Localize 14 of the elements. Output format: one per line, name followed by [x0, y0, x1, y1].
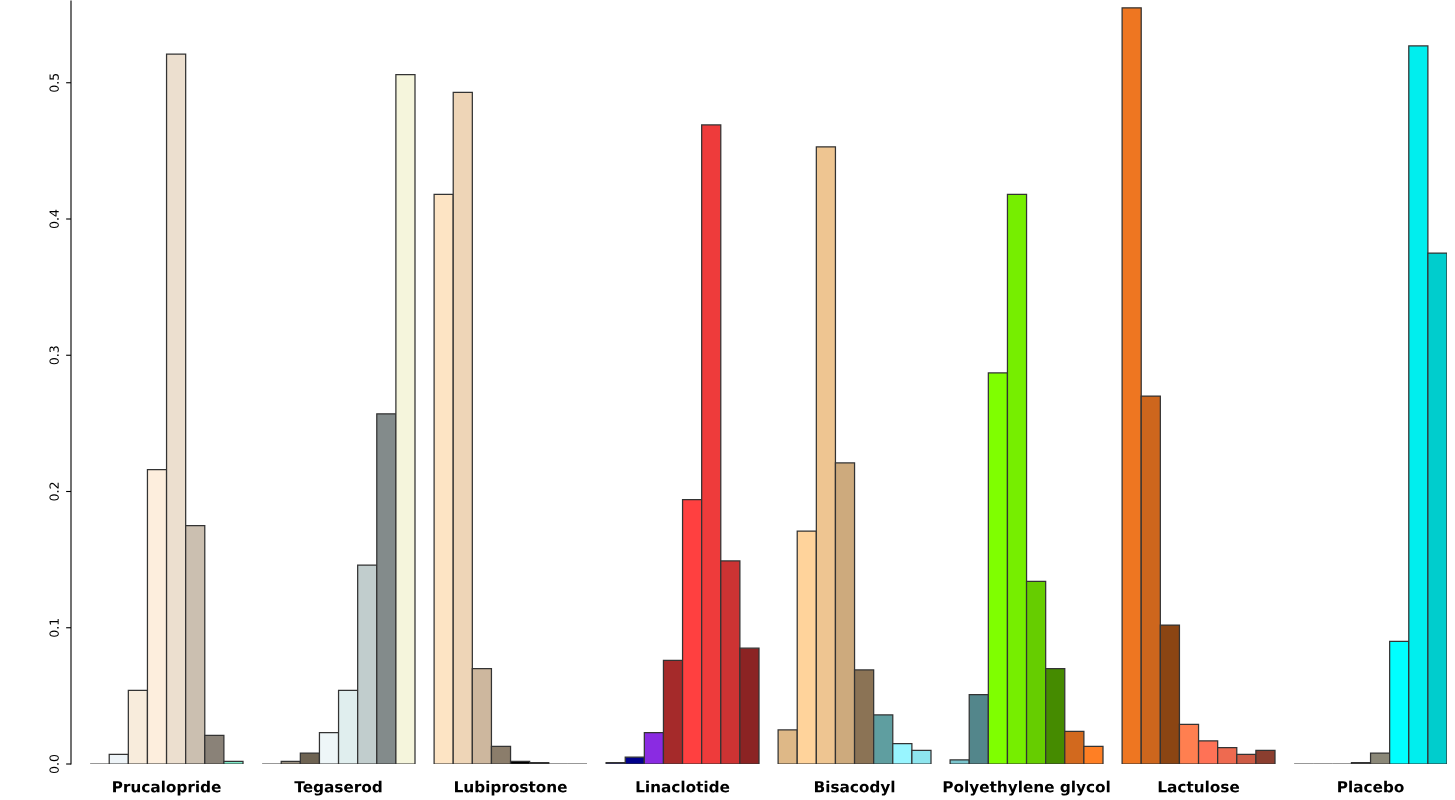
y-tick-label: 0.1: [49, 618, 59, 637]
x-tick-label: Placebo: [1338, 780, 1404, 793]
x-tick-label: Polyethylene glycol: [943, 780, 1110, 796]
x-tick-label: Lactulose: [1158, 780, 1240, 793]
x-tick-label: Tegaserod: [294, 780, 382, 796]
x-tick-label: Linaclotide: [636, 780, 730, 793]
y-tick-label: 0.2: [49, 482, 59, 501]
y-tick-label: 0.5: [49, 73, 59, 92]
x-tick-label: Bisacodyl: [814, 780, 895, 796]
y-tick-label: 0.3: [49, 346, 59, 365]
x-tick-label: Lubiprostone: [455, 780, 567, 796]
y-tick-label: 0.0: [49, 754, 59, 774]
x-tick-label: Prucalopride: [113, 780, 221, 796]
y-tick-label: 0.4: [49, 209, 59, 229]
